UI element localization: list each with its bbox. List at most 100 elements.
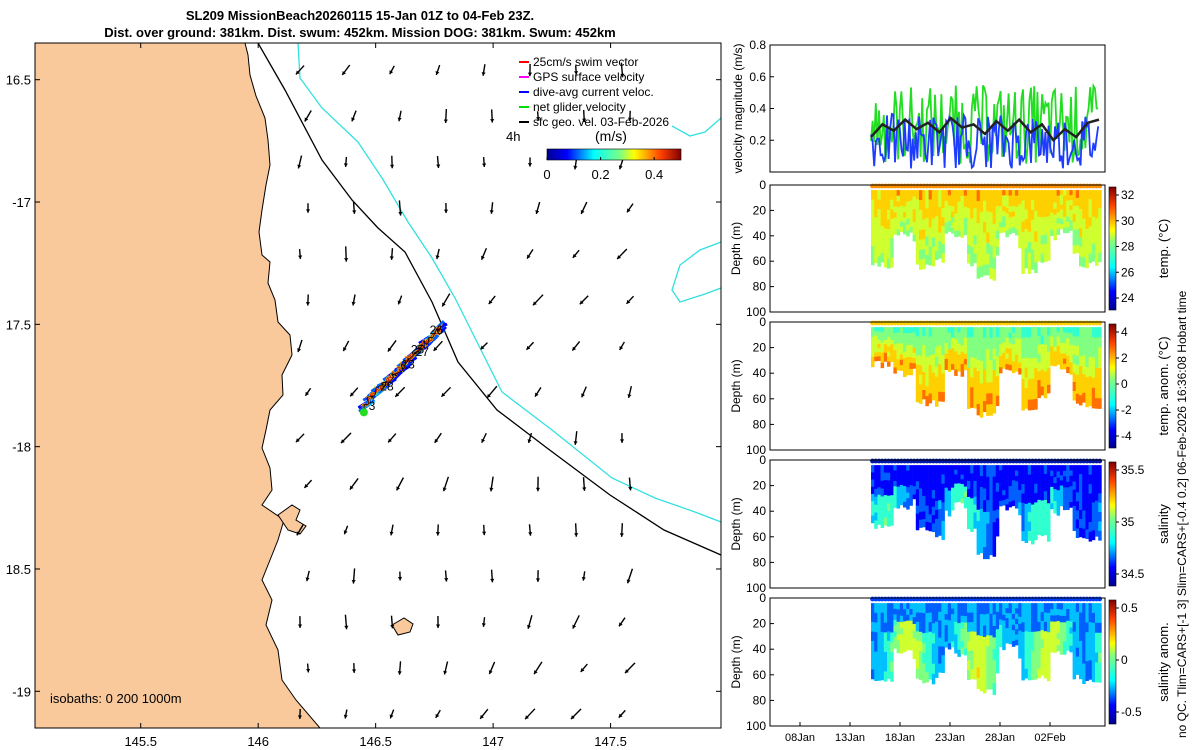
section-cell <box>1024 659 1029 670</box>
section-cell <box>1095 208 1099 219</box>
section-cell <box>1095 190 1099 200</box>
section-cell <box>1072 669 1077 680</box>
section-ytick-label: 0 <box>759 591 766 605</box>
section-cell <box>1053 346 1057 352</box>
sfc-velocity-arrowhead <box>482 531 487 536</box>
section-cell <box>1018 233 1022 242</box>
section-cell <box>890 603 894 614</box>
sfc-velocity-arrowhead <box>397 300 402 305</box>
section-surface-dot <box>1097 183 1103 189</box>
section-cell <box>1050 355 1054 362</box>
section-cell <box>931 633 936 644</box>
section-cell <box>1027 337 1032 349</box>
section-cell <box>995 664 1000 674</box>
section-cell <box>960 634 965 642</box>
section-cell <box>960 357 965 365</box>
sfc-velocity-arrowhead <box>434 438 439 443</box>
section-cell <box>1079 356 1083 367</box>
section-cell <box>1040 378 1045 387</box>
section-cell <box>928 631 933 642</box>
section-cell <box>1005 493 1009 500</box>
section-cell <box>922 372 926 382</box>
section-cell <box>1050 633 1054 641</box>
section-cell <box>967 660 971 671</box>
section-cell <box>1031 514 1035 525</box>
section-cell <box>903 496 907 503</box>
section-cell <box>1027 389 1032 401</box>
section-cell <box>915 481 920 490</box>
section-cell <box>979 405 984 418</box>
section-cell <box>954 609 958 617</box>
section-cell <box>1047 251 1051 261</box>
section-cell <box>919 259 923 270</box>
section-cell <box>1075 528 1080 539</box>
section-cell <box>1024 190 1029 201</box>
section-cell <box>880 465 885 474</box>
section-cell <box>1024 258 1029 269</box>
section-cell <box>967 641 971 652</box>
section-cell <box>880 208 885 218</box>
section-cell <box>1085 651 1089 662</box>
section-cell <box>928 365 933 375</box>
section-cell <box>1069 645 1073 653</box>
section-cell <box>1018 362 1022 369</box>
section-cell <box>1024 494 1029 505</box>
section-cell <box>887 480 891 489</box>
sfc-velocity-arrowhead <box>481 623 486 627</box>
section-cell <box>871 669 875 680</box>
section-cell <box>989 190 993 202</box>
section-cell <box>893 344 897 351</box>
section-cell <box>967 488 971 498</box>
section-cell <box>883 622 888 633</box>
section-cell <box>938 224 942 234</box>
section-cell <box>1043 526 1048 536</box>
section-cell <box>944 630 949 637</box>
section-cell <box>979 658 984 670</box>
section-cell <box>954 201 958 208</box>
colorbar-tick-label: 0.4 <box>645 167 663 182</box>
section-cell <box>883 339 888 345</box>
section-cell <box>938 526 942 536</box>
section-cell <box>928 622 933 633</box>
section-cell <box>925 199 929 210</box>
section-cell <box>963 359 968 365</box>
section-cell <box>1050 615 1054 622</box>
section-cell <box>928 650 933 661</box>
section-cell <box>1069 195 1073 201</box>
section-cell <box>909 226 913 233</box>
section-cell <box>1043 327 1048 337</box>
section-ylabel: Depth (m) <box>729 359 743 412</box>
section-cell <box>976 360 981 372</box>
section-cell <box>1037 207 1041 218</box>
section-cell <box>973 660 977 671</box>
section-cell <box>880 347 885 353</box>
section-cell <box>909 475 913 481</box>
section-cell <box>954 327 958 334</box>
section-cell <box>1063 635 1067 642</box>
section-cell <box>1088 385 1093 397</box>
section-cell <box>944 476 949 483</box>
section-cell <box>954 465 958 471</box>
section-cell <box>1050 336 1054 342</box>
section-cell <box>1079 518 1083 529</box>
section-cell <box>896 332 901 339</box>
sfc-velocity-arrowhead <box>581 393 585 398</box>
section-cell <box>967 650 971 661</box>
section-cell <box>970 621 974 632</box>
section-cell <box>957 354 961 361</box>
section-cell <box>992 476 997 489</box>
section-cell <box>890 228 894 239</box>
sfc-velocity-arrowhead <box>343 714 348 719</box>
section-cell <box>1011 206 1016 212</box>
section-cell <box>925 603 929 614</box>
section-surface-dot <box>1097 320 1103 326</box>
section-cell <box>992 380 997 392</box>
velocity-ytick-label: 0.2 <box>749 133 766 147</box>
section-cell <box>1034 483 1038 494</box>
section-cell <box>871 479 875 488</box>
section-cell <box>1050 621 1054 628</box>
section-cell <box>941 465 945 475</box>
section-cell <box>893 201 897 208</box>
section-cell <box>1059 342 1064 349</box>
